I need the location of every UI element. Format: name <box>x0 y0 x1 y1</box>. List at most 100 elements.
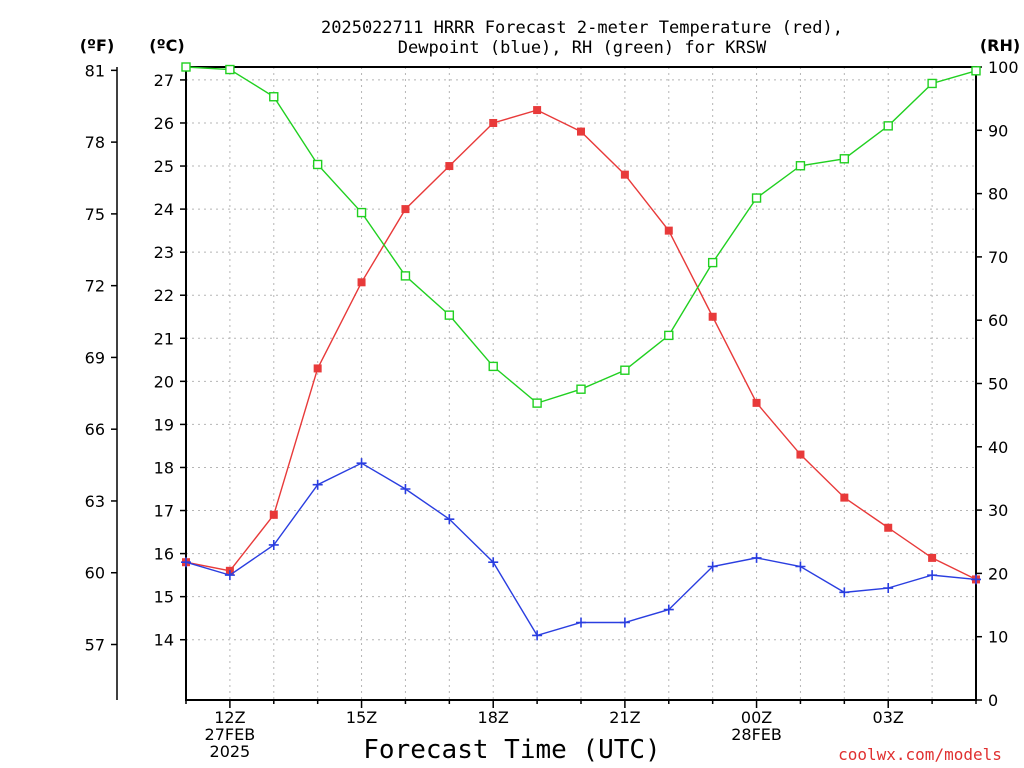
data-point-dewpoint <box>707 561 718 572</box>
data-point-dewpoint <box>224 570 235 581</box>
chart-title-line-2: Dewpoint (blue), RH (green) for KRSW <box>398 38 767 58</box>
celsius-tick-label: 23 <box>154 243 174 262</box>
celsius-tick-label: 20 <box>154 372 174 391</box>
data-point-temperature <box>620 170 629 179</box>
fahrenheit-tick-label: 81 <box>85 61 105 80</box>
rh-tick-label: 50 <box>988 375 1008 394</box>
data-point-dewpoint <box>488 557 499 568</box>
data-point-dewpoint <box>576 617 586 628</box>
data-point-rh <box>356 207 367 218</box>
celsius-tick-label: 15 <box>154 588 174 607</box>
data-point-rh <box>664 330 674 341</box>
fahrenheit-tick-label: 75 <box>85 205 105 224</box>
data-point-rh <box>927 78 937 89</box>
fahrenheit-tick-label: 60 <box>85 564 105 583</box>
fahrenheit-tick-label: 69 <box>85 348 105 367</box>
fahrenheit-tick-label: 78 <box>85 133 105 152</box>
data-point-temperature <box>840 493 849 502</box>
data-point-rh <box>971 66 981 76</box>
data-point-dewpoint <box>444 514 455 525</box>
data-point-dewpoint <box>619 617 630 628</box>
rh-tick-label: 30 <box>988 501 1008 520</box>
data-point-dewpoint <box>927 570 938 581</box>
credit-text: coolwx.com/models <box>838 745 1002 764</box>
data-point-dewpoint <box>839 587 850 598</box>
plot-frame <box>185 66 977 701</box>
data-point-rh <box>225 64 235 75</box>
rh-tick-label: 100 <box>988 58 1019 77</box>
data-point-temperature <box>708 312 717 321</box>
data-point-rh <box>444 310 455 320</box>
celsius-tick-label: 17 <box>154 502 174 521</box>
data-point-dewpoint <box>400 484 411 494</box>
data-point-rh <box>751 193 762 203</box>
rh-tick-label: 20 <box>988 564 1008 583</box>
x-tick-label: 28FEB <box>731 725 782 744</box>
data-point-temperature <box>928 553 937 562</box>
data-point-rh <box>576 384 586 394</box>
x-tick-label: 12Z <box>214 708 245 727</box>
celsius-tick-label: 21 <box>154 329 174 348</box>
data-point-dewpoint <box>663 604 674 615</box>
fahrenheit-tick-label: 66 <box>85 420 105 439</box>
data-point-dewpoint <box>312 479 323 490</box>
data-point-dewpoint <box>751 552 762 563</box>
data-point-dewpoint <box>883 583 894 594</box>
x-tick-label: 18Z <box>478 708 509 727</box>
data-point-dewpoint <box>181 557 191 568</box>
chart-title-line-1: 2025022711 HRRR Forecast 2-meter Tempera… <box>321 18 843 38</box>
data-point-dewpoint <box>971 574 981 585</box>
fahrenheit-tick-label: 72 <box>85 277 105 296</box>
data-point-dewpoint <box>795 561 806 572</box>
data-point-temperature <box>752 398 761 407</box>
rh-tick-label: 70 <box>988 248 1008 267</box>
x-tick-label: 2025 <box>210 742 251 761</box>
data-point-temperature <box>664 226 673 235</box>
rh-tick-label: 0 <box>988 691 998 710</box>
axes <box>111 66 982 708</box>
x-tick-label: 15Z <box>346 708 377 727</box>
data-point-dewpoint <box>532 630 543 641</box>
fahrenheit-tick-label: 57 <box>85 635 105 654</box>
data-point-rh <box>532 398 542 408</box>
data-point-dewpoint <box>268 539 279 550</box>
data-point-rh <box>620 365 630 375</box>
data-point-temperature <box>533 106 542 115</box>
celsius-tick-label: 18 <box>154 458 174 477</box>
data-point-rh <box>181 62 191 72</box>
x-axis-label: Forecast Time (UTC) <box>363 735 660 765</box>
data-point-temperature <box>884 523 893 532</box>
data-point-temperature <box>357 278 366 287</box>
celsius-tick-label: 24 <box>154 200 174 219</box>
data-point-rh <box>795 161 806 171</box>
x-tick-label: 21Z <box>609 708 640 727</box>
celsius-unit-label: (ºC) <box>149 36 184 55</box>
data-point-temperature <box>577 127 585 136</box>
fahrenheit-tick-label: 63 <box>85 492 105 511</box>
fahrenheit-unit-label: (ºF) <box>80 36 115 55</box>
data-point-temperature <box>445 162 454 171</box>
data-point-rh <box>883 121 893 131</box>
rh-tick-label: 80 <box>988 185 1008 204</box>
data-point-dewpoint <box>356 458 367 469</box>
celsius-tick-label: 27 <box>154 71 174 90</box>
grid-lines <box>185 67 977 700</box>
rh-unit-label: (RH) <box>980 36 1020 55</box>
data-point-temperature <box>313 364 322 373</box>
rh-tick-label: 40 <box>988 438 1008 457</box>
rh-tick-label: 90 <box>988 121 1008 140</box>
data-point-temperature <box>796 450 805 459</box>
data-point-rh <box>400 271 411 281</box>
data-point-rh <box>839 154 850 164</box>
celsius-tick-label: 25 <box>154 157 174 176</box>
data-point-temperature <box>489 118 498 127</box>
celsius-tick-label: 26 <box>154 114 174 133</box>
data-point-temperature <box>269 510 278 519</box>
celsius-tick-label: 16 <box>154 545 174 564</box>
celsius-tick-label: 19 <box>154 415 174 434</box>
celsius-tick-label: 22 <box>154 286 174 305</box>
data-point-rh <box>269 92 279 102</box>
data-series <box>181 62 981 641</box>
x-tick-label: 00Z <box>741 708 772 727</box>
